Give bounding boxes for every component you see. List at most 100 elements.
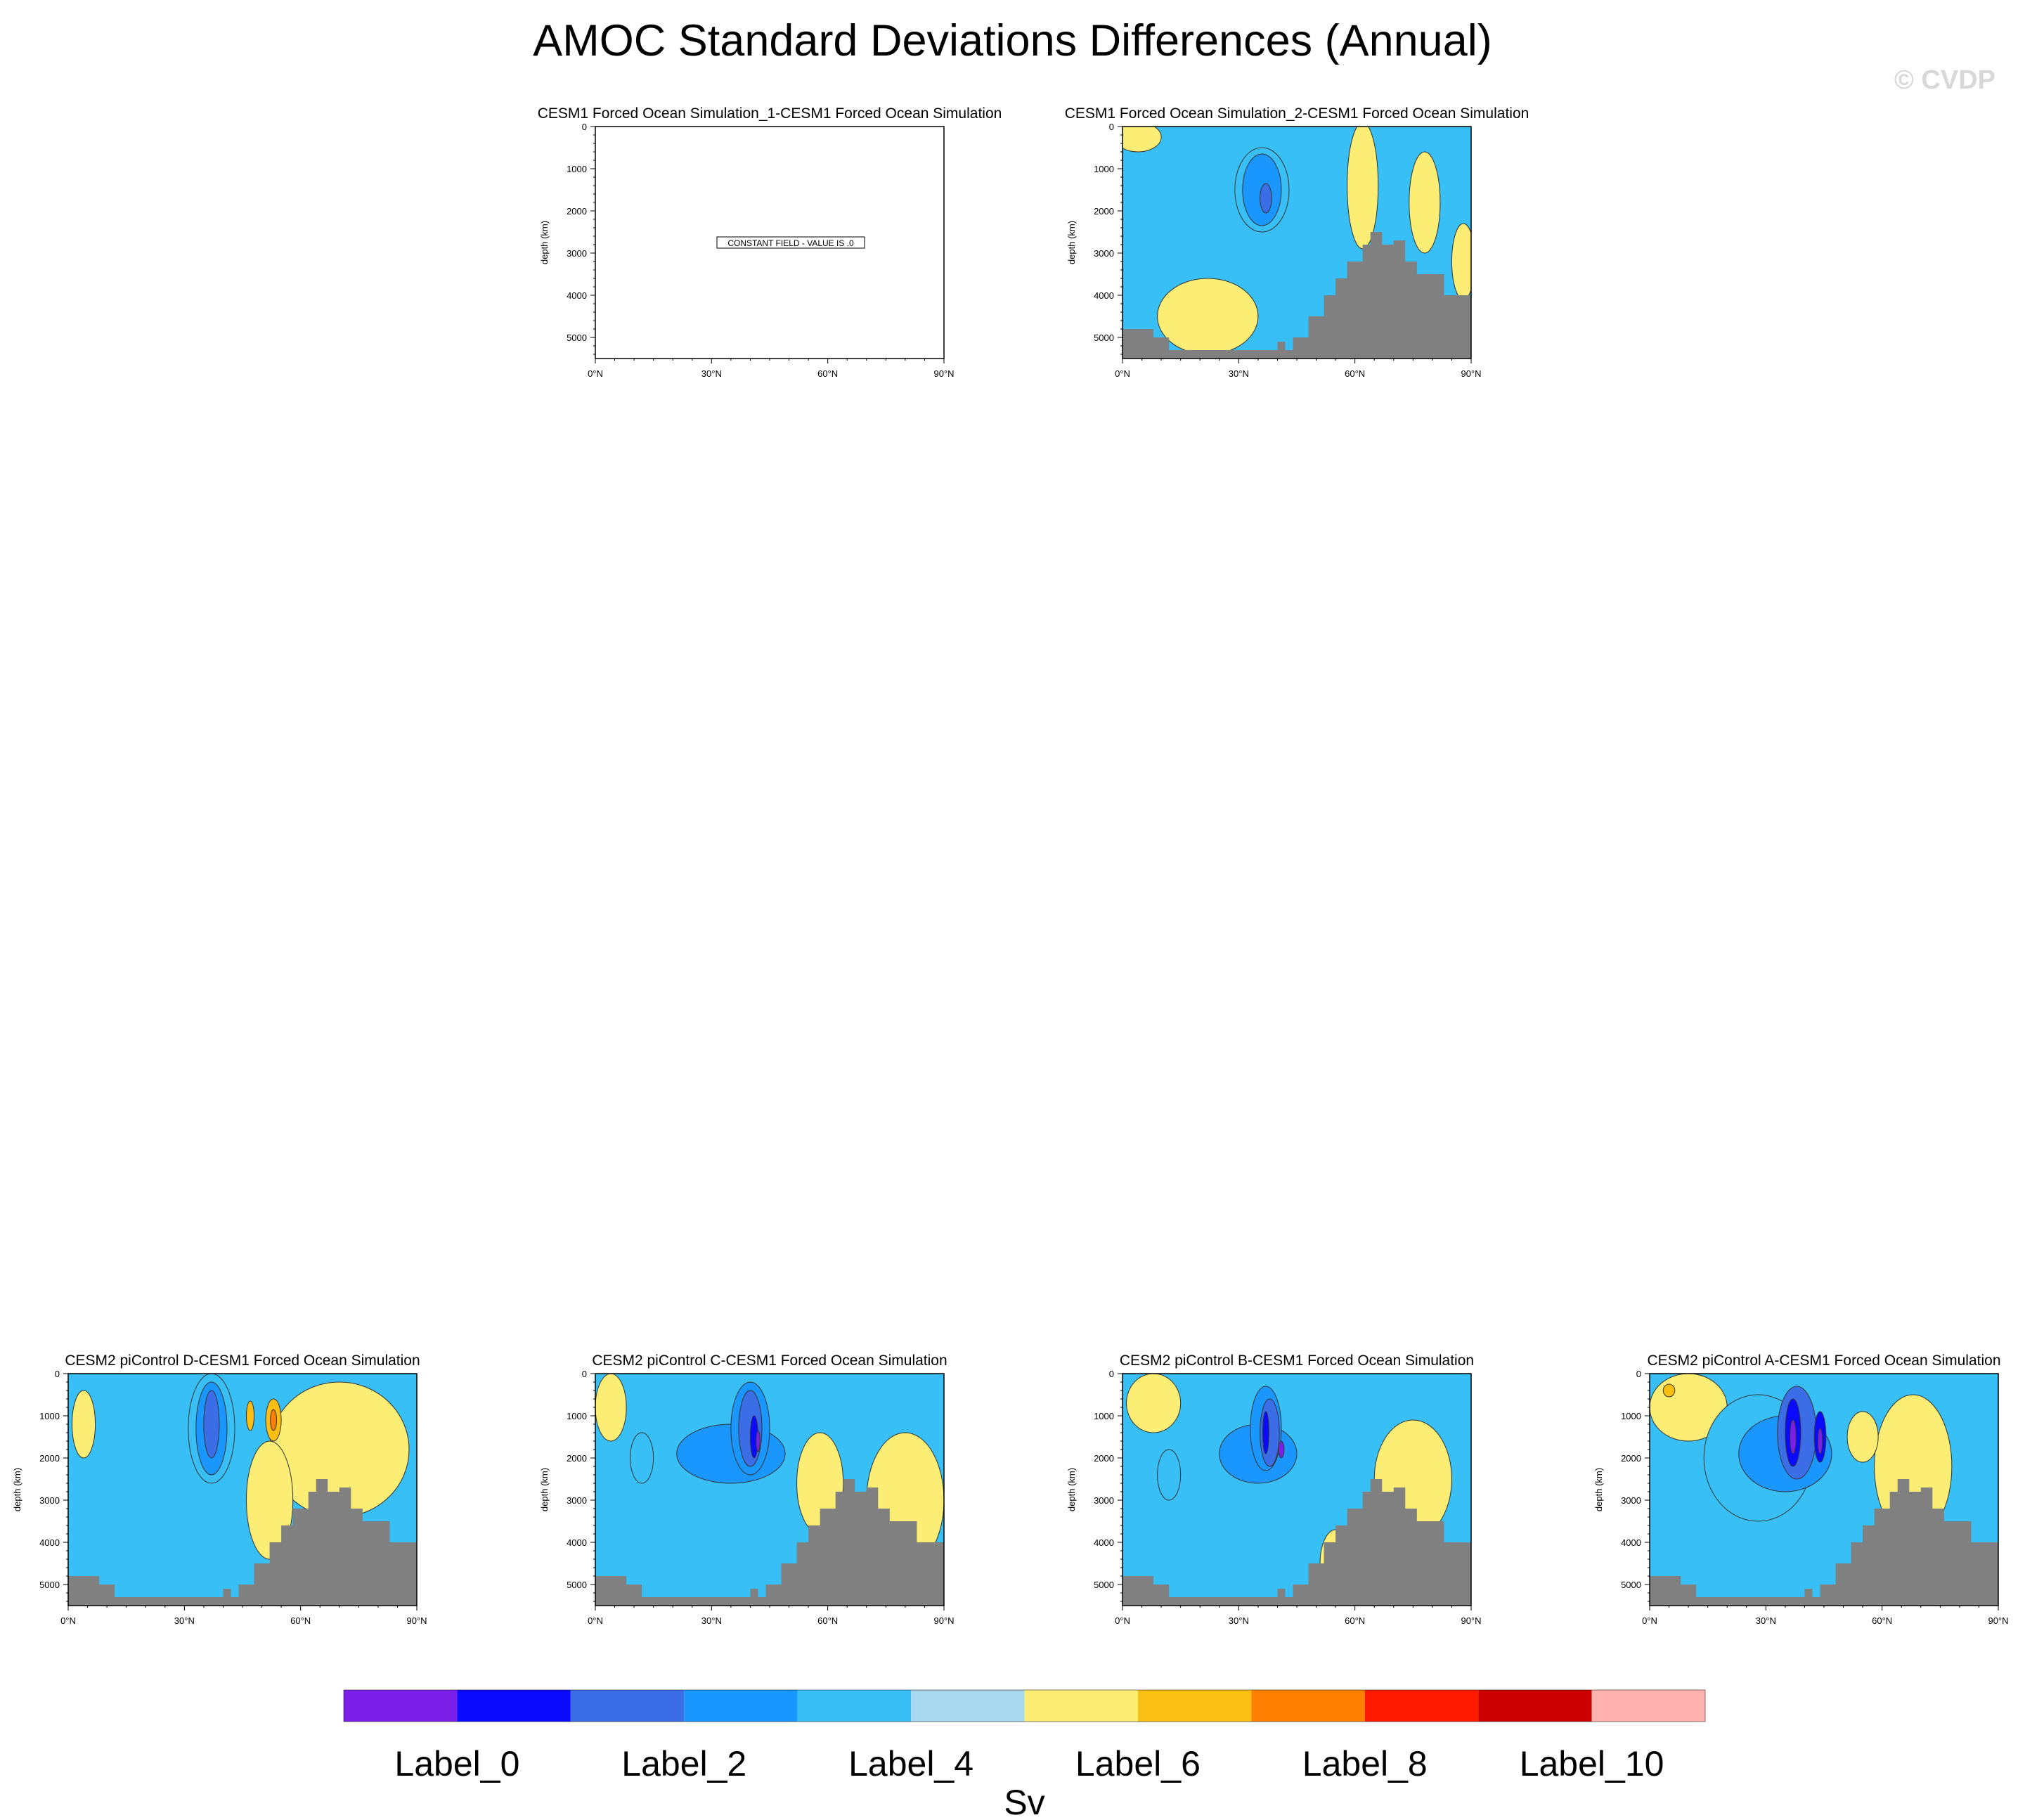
x-tick-label: 0°N — [588, 1615, 603, 1626]
contour-region — [630, 1432, 654, 1484]
x-tick-label: 0°N — [588, 368, 603, 379]
y-tick-label: 2000 — [1094, 206, 1114, 217]
y-axis-label: depth (km) — [1066, 1468, 1077, 1511]
y-axis-label: depth (km) — [1066, 221, 1077, 264]
y-tick-label: 2000 — [39, 1453, 60, 1464]
x-tick-label: 60°N — [1345, 1615, 1365, 1626]
panel-title: CESM1 Forced Ocean Simulation_1-CESM1 Fo… — [538, 105, 1002, 122]
x-tick-label: 60°N — [1345, 368, 1365, 379]
contour-region — [72, 1390, 96, 1459]
contour-region — [1846, 1411, 1879, 1463]
topography — [595, 1479, 944, 1606]
y-axis-label: depth (km) — [12, 1468, 22, 1511]
colorbar-label: Label_8 — [1302, 1744, 1428, 1783]
x-tick-label: 0°N — [1642, 1615, 1657, 1626]
colorbar-units: Sv — [1004, 1783, 1044, 1820]
y-axis-label: depth (km) — [539, 221, 550, 264]
x-tick-label: 0°N — [1115, 1615, 1130, 1626]
watermark: © CVDP — [1894, 65, 1995, 95]
contour-region — [246, 1400, 255, 1431]
colorbar-label: Label_0 — [394, 1744, 519, 1783]
panel-6: CESM2 piControl A-CESM1 Forced Ocean Sim… — [1593, 1353, 2009, 1626]
x-tick-label: 90°N — [1461, 1615, 1481, 1626]
y-tick-label: 1000 — [567, 164, 587, 174]
colorbar: Label_0 Label_2 Label_4 Label_6 Label_8 Label… — [343, 1689, 1706, 1820]
contour-region — [1790, 1419, 1797, 1454]
y-tick-label: 0 — [1109, 1369, 1114, 1379]
x-tick-label: 60°N — [817, 1615, 838, 1626]
x-tick-label: 90°N — [406, 1615, 427, 1626]
x-tick-label: 30°N — [1229, 368, 1249, 379]
x-tick-label: 90°N — [1988, 1615, 2008, 1626]
colorbar-swatch — [570, 1690, 685, 1722]
y-tick-label: 2000 — [567, 206, 587, 217]
colorbar-swatch — [1024, 1690, 1138, 1722]
constant-field-box — [716, 236, 865, 249]
topography — [1650, 1479, 1998, 1606]
panel-title: CESM1 Forced Ocean Simulation_2-CESM1 Fo… — [1065, 105, 1529, 122]
contour-region — [1347, 127, 1379, 250]
y-tick-label: 5000 — [567, 1580, 587, 1590]
x-tick-label: 90°N — [1461, 368, 1481, 379]
y-tick-label: 2000 — [567, 1453, 587, 1464]
y-tick-label: 4000 — [567, 1537, 587, 1548]
contour-region — [1157, 278, 1259, 355]
y-tick-label: 3000 — [567, 248, 587, 259]
contour-region — [203, 1390, 220, 1459]
contour-region — [1260, 183, 1272, 214]
y-tick-label: 1000 — [567, 1411, 587, 1421]
colorbar-swatch — [1478, 1690, 1592, 1722]
figure-title: AMOC Standard Deviations Differences (An… — [533, 16, 1492, 65]
y-tick-label: 1000 — [1094, 1411, 1114, 1421]
x-tick-label: 0°N — [1115, 368, 1130, 379]
y-tick-label: 4000 — [1094, 1537, 1114, 1548]
panel-title: CESM2 piControl D-CESM1 Forced Ocean Sim… — [65, 1353, 420, 1369]
y-tick-label: 0 — [1109, 122, 1114, 132]
topography — [1123, 1479, 1471, 1606]
y-tick-label: 5000 — [567, 333, 587, 343]
x-tick-label: 30°N — [701, 368, 722, 379]
colorbar-swatch — [344, 1690, 458, 1722]
colorbar-label: Label_10 — [1520, 1744, 1664, 1783]
contour-region — [756, 1430, 761, 1452]
colorbar-swatch — [684, 1690, 798, 1722]
y-tick-label: 1000 — [1094, 164, 1114, 174]
colorbar-label: Label_4 — [848, 1744, 973, 1783]
panel-4: CESM2 piControl C-CESM1 Forced Ocean Sim… — [539, 1353, 955, 1626]
contour-region — [270, 1409, 277, 1431]
colorbar-swatch — [1251, 1690, 1365, 1722]
y-tick-label: 3000 — [1621, 1495, 1641, 1506]
y-axis-label: depth (km) — [539, 1468, 550, 1511]
topography — [1123, 232, 1471, 359]
y-tick-label: 3000 — [567, 1495, 587, 1506]
contour-region — [1817, 1428, 1823, 1454]
colorbar-label: Label_6 — [1075, 1744, 1201, 1783]
colorbar-swatch — [797, 1690, 912, 1722]
x-tick-label: 30°N — [1229, 1615, 1249, 1626]
contour-field — [1123, 127, 1471, 359]
y-tick-label: 4000 — [1094, 290, 1114, 301]
colorbar-swatch — [911, 1690, 1025, 1722]
y-tick-label: 0 — [55, 1369, 60, 1379]
y-tick-label: 4000 — [39, 1537, 60, 1548]
y-tick-label: 4000 — [567, 290, 587, 301]
y-tick-label: 3000 — [39, 1495, 60, 1506]
x-tick-label: 30°N — [1756, 1615, 1776, 1626]
contour-region — [1409, 151, 1441, 254]
y-tick-label: 3000 — [1094, 1495, 1114, 1506]
x-tick-label: 60°N — [290, 1615, 311, 1626]
x-tick-label: 0°N — [60, 1615, 76, 1626]
y-tick-label: 1000 — [39, 1411, 60, 1421]
contour-region — [1126, 1374, 1182, 1433]
y-tick-label: 0 — [582, 1369, 587, 1379]
colorbar-swatch — [1591, 1690, 1705, 1722]
colorbar-swatch — [1364, 1690, 1479, 1722]
panel-2: CESM1 Forced Ocean Simulation_2-CESM1 Fo… — [1065, 105, 1529, 379]
topography — [68, 1479, 417, 1606]
panel-5: CESM2 piControl B-CESM1 Forced Ocean Sim… — [1066, 1353, 1482, 1626]
y-tick-label: 2000 — [1621, 1453, 1641, 1464]
x-tick-label: 30°N — [174, 1615, 195, 1626]
contour-region — [1262, 1411, 1269, 1454]
contour-region — [595, 1374, 627, 1442]
y-tick-label: 5000 — [1094, 333, 1114, 343]
